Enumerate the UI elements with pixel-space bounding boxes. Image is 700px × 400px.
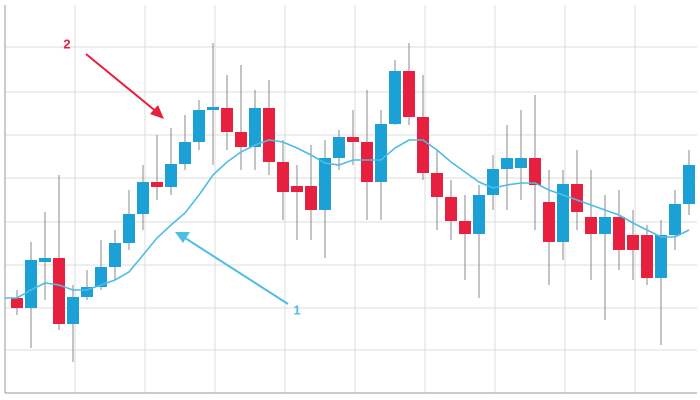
moving-average: [5, 139, 690, 299]
candle-body: [641, 235, 653, 278]
candle-body: [445, 197, 457, 221]
candle-body: [417, 117, 429, 173]
candle-body: [571, 184, 583, 212]
candle-body: [459, 221, 471, 234]
arrow: [181, 235, 289, 305]
candle-body: [95, 267, 107, 287]
candle-body: [473, 195, 485, 234]
candle-body: [627, 235, 639, 250]
candle-body: [599, 217, 611, 234]
candle-body: [221, 108, 233, 132]
candle-body: [81, 287, 93, 297]
candle-body: [137, 182, 149, 214]
candle-body: [249, 108, 261, 147]
candle-body: [403, 71, 415, 117]
candle-body: [165, 164, 177, 187]
candle-body: [585, 217, 597, 234]
candle-body: [305, 186, 317, 210]
candle-body: [515, 158, 527, 168]
candle-body: [361, 142, 373, 182]
candle-body: [235, 132, 247, 147]
candle-body: [683, 165, 695, 204]
candle-body: [557, 184, 569, 242]
candle-body: [529, 158, 541, 185]
candle-body: [347, 137, 359, 142]
candle-body: [67, 297, 79, 324]
candle-body: [319, 158, 331, 210]
candle-body: [375, 124, 387, 182]
annotations: 2 1: [63, 36, 300, 317]
candle-body: [39, 258, 51, 262]
candle-body: [151, 182, 163, 187]
candle-body: [543, 202, 555, 242]
grid: [5, 5, 697, 393]
candle-body: [109, 243, 121, 267]
candle-body: [179, 142, 191, 164]
candle-body: [669, 204, 681, 235]
arrow: [85, 53, 159, 114]
arrow-head: [150, 105, 164, 119]
candle-body: [277, 162, 289, 192]
candle-body: [487, 169, 499, 195]
candle-body: [123, 214, 135, 243]
candle-body: [431, 173, 443, 197]
candle-body: [389, 71, 401, 124]
candle-body: [655, 235, 667, 278]
candle-body: [613, 217, 625, 250]
candle-body: [263, 108, 275, 162]
candle-body: [501, 158, 513, 169]
annotation: 2: [63, 36, 70, 51]
candle-body: [11, 298, 23, 308]
candle-body: [291, 186, 303, 192]
plot: [5, 43, 695, 362]
arrow-head: [175, 232, 190, 243]
candle-body: [53, 258, 65, 324]
candle-body: [207, 107, 219, 110]
candle-body: [25, 260, 37, 308]
annotation: 1: [293, 302, 300, 317]
candle-body: [333, 137, 345, 158]
candle-body: [193, 110, 205, 142]
